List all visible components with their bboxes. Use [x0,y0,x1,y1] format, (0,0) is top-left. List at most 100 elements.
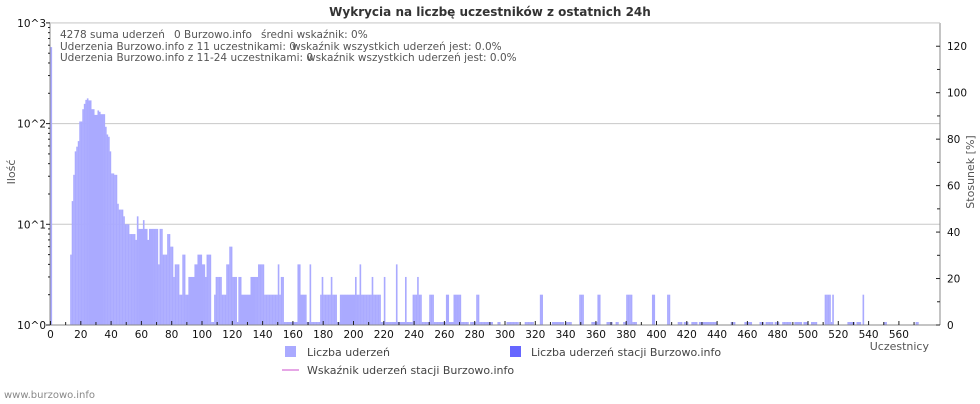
bar [668,294,671,325]
bar [857,322,860,325]
bar [814,322,816,325]
info-total: 4278 suma uderzeń [60,29,165,41]
bar [856,322,859,325]
bar [383,276,386,325]
bar [327,294,330,325]
bar [704,322,707,325]
bar [215,276,218,325]
bar [441,322,443,325]
bar [220,276,222,325]
bar [339,294,342,325]
bar [286,322,289,325]
bar [556,322,559,325]
bar [853,322,856,325]
bar [342,294,345,325]
bar [301,294,304,325]
bar [695,322,698,325]
bar [829,294,831,325]
bar [376,294,378,325]
bar [326,294,328,325]
bar [262,264,265,325]
y-ticks: 10^0 10^1 10^2 10^3 [17,18,50,332]
bar [282,276,284,325]
bar [112,173,115,325]
x-tick-label: 560 [889,329,909,341]
bar [211,322,213,325]
bar [379,294,381,325]
bar [608,322,610,325]
bar [318,322,321,325]
bar [129,234,131,325]
y-right-tick-label: 0 [947,320,954,332]
bar [100,114,103,325]
bar [359,264,362,325]
bar [651,294,654,325]
bar [168,234,171,325]
bar [421,322,424,325]
bar [429,294,431,325]
bar [232,276,234,325]
bar [323,294,325,325]
bar [679,322,681,325]
bar [305,294,307,325]
legend-swatch-strikes [285,346,296,357]
bar [408,322,410,325]
bar [188,276,190,325]
bar [471,322,474,325]
bar [253,276,256,325]
bar [459,294,462,325]
x-tick-label: 220 [374,329,394,341]
bar [155,228,157,325]
bar [156,228,159,325]
x-tick-label: 320 [525,329,545,341]
bar [206,254,209,325]
bar [177,264,180,325]
bar [109,151,112,325]
bar [411,322,413,325]
bar [150,228,153,325]
x-tick-label: 340 [556,329,576,341]
bar [409,322,412,325]
bar [815,322,818,325]
bar [830,322,833,325]
bar [389,322,392,325]
bar [570,322,572,325]
info-11-24-rate: wskaźnik wszystkich uderzeń jest: 0.0% [307,52,517,64]
x-tick-label: 260 [434,329,454,341]
bar [250,276,253,325]
bar [300,294,303,325]
bar [226,264,228,325]
bar [630,294,633,325]
x-tick-label: 380 [616,329,636,341]
footer-site[interactable]: www.burzowo.info [4,390,95,401]
bar [450,322,453,325]
bar [182,254,184,325]
bar [194,264,197,325]
bar [885,322,887,325]
bar [223,294,225,325]
bar [798,322,801,325]
bar [598,294,601,325]
bar [291,322,293,325]
bar [92,109,95,325]
bar [777,322,780,325]
bar [50,47,53,326]
y-right-tick-label: 60 [947,181,960,193]
bar [517,322,519,325]
bar [473,322,475,325]
bar [812,322,815,325]
bar [273,294,275,325]
bar [597,294,600,325]
bar [164,254,166,325]
bar [529,322,531,325]
bar [205,276,207,325]
bar [77,141,80,325]
bar [314,322,316,325]
y-tick-label: 10^3 [17,18,46,30]
bar [680,322,683,325]
bar [114,174,116,325]
bar [611,322,613,325]
bar [789,322,792,325]
legend-label-strikes: Liczba uderzeń [307,346,390,359]
bar [221,294,224,325]
